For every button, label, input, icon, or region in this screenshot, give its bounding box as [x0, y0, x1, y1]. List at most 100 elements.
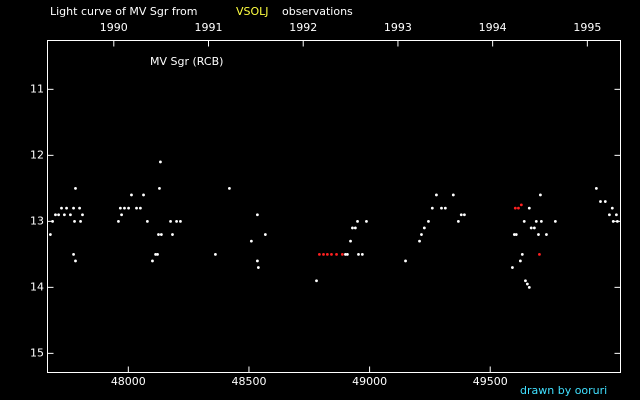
point: [154, 252, 157, 256]
point: [365, 219, 368, 223]
point: [72, 252, 75, 256]
point: [315, 279, 318, 283]
point: [228, 186, 231, 190]
point: [255, 213, 259, 217]
point: [330, 252, 333, 256]
point: [538, 252, 541, 256]
y-tick-label: 15: [30, 346, 44, 359]
point: [545, 233, 548, 236]
point: [514, 233, 518, 236]
plot-frame: [47, 40, 621, 373]
point: [539, 193, 542, 197]
x2-tick-label: 1990: [100, 21, 128, 34]
point: [157, 233, 160, 236]
point: [456, 219, 460, 223]
chart-title: Light curve of MV Sgr from: [50, 5, 197, 18]
point: [534, 219, 538, 223]
point: [117, 219, 120, 223]
x2-tick-label: 1995: [573, 21, 601, 34]
point: [513, 206, 517, 210]
point: [263, 233, 267, 236]
point: [120, 213, 123, 217]
point: [532, 226, 536, 230]
point: [443, 206, 447, 210]
point: [599, 200, 602, 203]
point: [344, 252, 347, 256]
point: [614, 213, 618, 217]
point: [130, 193, 133, 197]
point: [142, 193, 145, 197]
point: [427, 219, 430, 223]
point: [435, 193, 438, 197]
point: [156, 252, 159, 256]
point: [69, 213, 72, 217]
point: [459, 213, 463, 217]
point: [57, 213, 60, 217]
point: [158, 186, 161, 190]
point: [151, 259, 154, 263]
point: [81, 213, 84, 217]
y-tick-label: 13: [30, 214, 44, 227]
point: [610, 206, 614, 210]
x-tick-label: 48500: [231, 375, 266, 388]
point: [451, 193, 455, 197]
point: [79, 219, 82, 223]
point: [135, 206, 138, 210]
y-tick-label: 14: [30, 280, 44, 293]
point: [404, 259, 407, 263]
point: [145, 219, 149, 223]
point: [527, 206, 531, 210]
point: [463, 213, 466, 217]
point: [159, 160, 162, 164]
point: [74, 186, 77, 190]
point: [179, 219, 182, 223]
point: [171, 233, 174, 236]
point: [537, 233, 540, 236]
point: [255, 259, 259, 263]
point: [517, 206, 520, 210]
point: [603, 200, 607, 203]
point: [73, 219, 76, 223]
point: [615, 219, 619, 223]
point: [65, 206, 68, 210]
point: [353, 226, 357, 230]
point: [351, 226, 354, 230]
point: [51, 219, 54, 223]
point: [357, 252, 360, 256]
point: [539, 219, 543, 223]
point: [356, 219, 359, 223]
point: [611, 219, 615, 223]
point: [78, 206, 81, 210]
point: [60, 206, 63, 210]
point: [249, 239, 253, 243]
y-tick-label: 12: [30, 148, 44, 161]
point: [527, 285, 531, 289]
point: [214, 252, 217, 256]
point: [349, 239, 352, 243]
source: VSOLJ: [236, 5, 269, 18]
point: [322, 252, 325, 256]
point: [518, 259, 522, 263]
point: [340, 252, 344, 256]
point: [123, 206, 126, 210]
x-tick-label: 49000: [352, 375, 387, 388]
x2-tick-label: 1994: [479, 21, 507, 34]
point: [335, 252, 338, 256]
point: [524, 279, 527, 283]
point: [512, 233, 516, 236]
point: [345, 252, 349, 256]
chart-title-suffix: observations: [282, 5, 353, 18]
point: [520, 252, 524, 256]
point: [360, 252, 364, 256]
point: [118, 206, 122, 210]
point: [525, 282, 529, 286]
x2-tick-label: 1991: [195, 21, 223, 34]
point: [48, 233, 52, 236]
annotation: MV Sgr (RCB): [150, 55, 223, 68]
x-tick-label: 49500: [473, 375, 508, 388]
point: [169, 219, 172, 223]
point: [127, 206, 130, 210]
point: [74, 259, 77, 263]
